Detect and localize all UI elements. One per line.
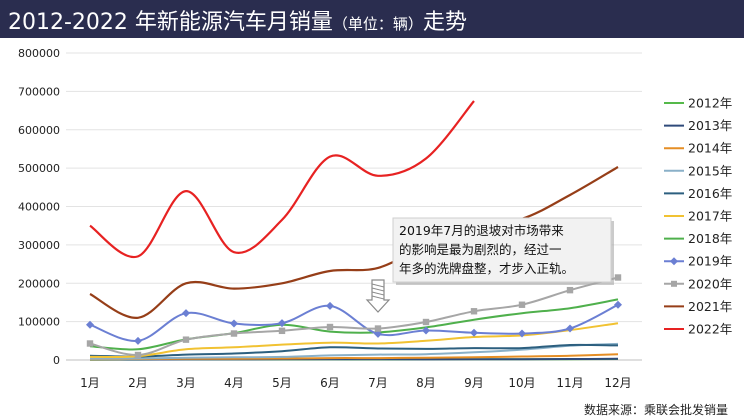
- series-line-2020年: [89, 276, 619, 357]
- data-point-marker: [422, 318, 430, 326]
- y-tick-label: 700000: [18, 85, 60, 98]
- annotation-box: [392, 217, 612, 283]
- data-point-marker: [230, 330, 238, 337]
- legend-label: 2015年: [688, 163, 732, 178]
- legend-label: 2014年: [688, 141, 732, 156]
- data-point-marker: [182, 336, 190, 343]
- series-line-2016年: [89, 343, 619, 358]
- annotation-arrow: [365, 279, 391, 313]
- legend-label: 2018年: [688, 231, 732, 246]
- y-tick-label: 200000: [18, 277, 60, 290]
- legend-item-2012年: 2012年: [664, 96, 732, 111]
- x-tick-label: 8月: [416, 376, 436, 390]
- arrow-stripe: [371, 291, 385, 296]
- data-point-marker: [422, 326, 430, 335]
- y-tick-label: 400000: [18, 201, 60, 214]
- y-tick-label: 600000: [18, 124, 60, 137]
- series-line-2015年: [89, 342, 619, 360]
- legend-label: 2017年: [688, 209, 732, 224]
- annotation-text: 的影响是最为剧烈的，经过一: [399, 242, 562, 257]
- data-point-marker: [566, 324, 574, 333]
- data-point-marker: [470, 308, 478, 315]
- data-point-marker: [86, 340, 94, 347]
- data-point-marker: [470, 328, 478, 337]
- series-line-2022年: [89, 100, 475, 259]
- y-tick-label: 0: [53, 354, 60, 367]
- data-point-marker: [374, 329, 382, 338]
- arrow-stripe: [371, 295, 385, 300]
- data-point-marker: [230, 319, 238, 328]
- x-tick-label: 5月: [272, 376, 292, 390]
- x-tick-label: 10月: [508, 376, 535, 390]
- legend-label: 2019年: [688, 254, 732, 269]
- title-bar: [0, 0, 744, 38]
- legend-label: 2016年: [688, 186, 732, 201]
- data-point-marker: [374, 325, 382, 332]
- legend-item-2016年: 2016年: [664, 186, 732, 201]
- data-point-marker: [86, 320, 94, 329]
- legend-item-2015年: 2015年: [664, 163, 732, 178]
- data-point-marker: [614, 274, 622, 281]
- title-main: 2012-2022 年新能源汽车月销量: [8, 10, 333, 35]
- data-point-marker: [566, 286, 574, 294]
- legend-marker: [670, 257, 678, 266]
- legend-label: 2020年: [688, 276, 732, 291]
- legend-label: 2021年: [688, 299, 732, 314]
- legend-item-2021年: 2021年: [664, 299, 732, 314]
- legend-item-2020年: 2020年: [664, 276, 732, 291]
- data-source: 数据来源：乘联会批发销量: [583, 403, 728, 417]
- x-tick-label: 3月: [176, 376, 196, 390]
- data-point-marker: [278, 327, 286, 335]
- x-tick-label: 7月: [368, 376, 388, 390]
- data-point-marker: [326, 301, 334, 310]
- legend-item-2017年: 2017年: [664, 209, 732, 224]
- legend-item-2019年: 2019年: [664, 254, 732, 269]
- legend-item-2014年: 2014年: [664, 141, 732, 156]
- data-point-marker: [278, 319, 286, 328]
- arrow-stripe: [371, 283, 385, 288]
- annotation-text: 年多的洗牌盘整，才步入正轨。: [399, 261, 574, 276]
- legend-label: 2022年: [688, 322, 732, 337]
- x-tick-label: 11月: [556, 376, 583, 390]
- arrow-stripe: [371, 287, 385, 292]
- data-point-marker: [134, 351, 142, 359]
- arrow-shape: [365, 279, 391, 313]
- data-point-marker: [182, 309, 190, 318]
- data-point-marker: [518, 301, 526, 308]
- x-tick-label: 6月: [320, 376, 340, 390]
- annotation-text: 2019年7月的退坡对市场带来: [399, 223, 564, 238]
- series-line-2014年: [89, 353, 619, 361]
- chart-title: 2012-2022 年新能源汽车月销量（单位：辆）走势: [8, 4, 467, 36]
- x-tick-label: 1月: [80, 376, 100, 390]
- title-unit: （单位：辆）: [332, 15, 423, 33]
- legend-item-2013年: 2013年: [664, 118, 732, 133]
- y-tick-label: 500000: [18, 162, 60, 175]
- y-tick-label: 100000: [18, 316, 60, 329]
- legend-item-2018年: 2018年: [664, 231, 732, 246]
- y-tick-label: 800000: [18, 47, 60, 60]
- y-tick-label: 300000: [18, 239, 60, 252]
- legend-item-2022年: 2022年: [664, 322, 732, 337]
- x-tick-label: 2月: [128, 376, 148, 390]
- legend-marker: [671, 280, 677, 287]
- data-point-marker: [326, 323, 334, 331]
- series-line-2019年: [89, 303, 619, 342]
- x-tick-label: 4月: [224, 376, 244, 390]
- data-point-marker: [134, 336, 142, 345]
- legend-label: 2013年: [688, 118, 732, 133]
- data-point-marker: [614, 300, 622, 309]
- x-tick-label: 12月: [604, 376, 631, 390]
- legend-label: 2012年: [688, 96, 732, 111]
- data-point-marker: [518, 329, 526, 338]
- series-line-2018年: [89, 298, 619, 351]
- series-line-2017年: [89, 322, 619, 358]
- title-tail: 走势: [422, 10, 467, 35]
- x-tick-label: 9月: [464, 376, 484, 390]
